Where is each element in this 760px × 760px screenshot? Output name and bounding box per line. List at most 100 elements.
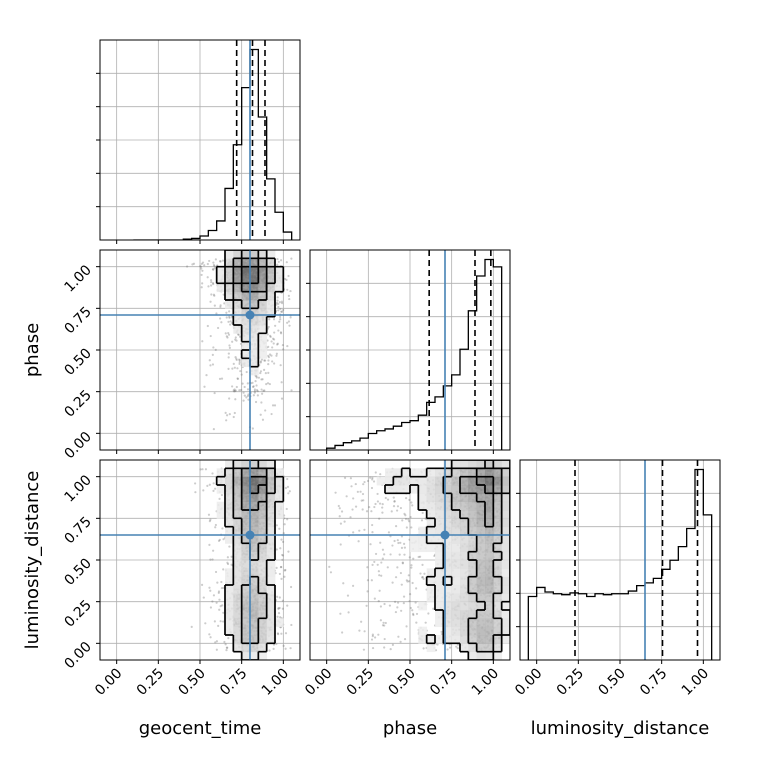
sample-point — [422, 647, 425, 650]
density-cell — [266, 518, 276, 528]
sample-point — [370, 510, 373, 513]
sample-point — [260, 388, 263, 391]
sample-point — [223, 302, 226, 305]
sample-point — [283, 575, 286, 578]
sample-point — [279, 331, 283, 334]
sample-point — [231, 340, 234, 343]
sample-point — [211, 363, 215, 366]
sample-point — [271, 360, 274, 363]
density-cell — [233, 291, 243, 301]
sample-point — [285, 278, 288, 281]
sample-point — [388, 604, 392, 607]
density-cell — [250, 350, 259, 359]
sample-point — [278, 301, 282, 304]
sample-point — [421, 576, 424, 579]
sample-point — [378, 589, 381, 592]
sample-point — [275, 303, 278, 306]
sample-point — [238, 361, 241, 364]
sample-point — [374, 636, 377, 639]
sample-point — [277, 611, 281, 615]
sample-point — [257, 376, 260, 379]
sample-point — [282, 308, 285, 312]
density-cell — [250, 526, 259, 536]
density-cell — [258, 275, 268, 284]
sample-point — [379, 619, 382, 622]
sample-point — [217, 590, 221, 593]
sample-point — [289, 316, 292, 319]
sample-point — [235, 385, 238, 389]
sample-point — [278, 320, 281, 323]
sample-point — [261, 378, 264, 381]
density-cell — [233, 610, 243, 619]
sample-point — [204, 468, 208, 471]
contour-level — [240, 265, 260, 285]
sample-point — [214, 258, 217, 261]
sample-point — [233, 388, 236, 391]
density-cell — [258, 651, 268, 660]
density-cell — [266, 258, 276, 268]
sample-point — [220, 580, 223, 584]
sample-point — [212, 293, 216, 296]
histogram-plot-area — [520, 460, 720, 660]
density-cell — [250, 635, 259, 644]
sample-point — [201, 282, 204, 285]
sample-point — [391, 581, 394, 584]
sample-point — [401, 519, 404, 522]
density-cell — [225, 501, 234, 511]
y-tick-label: 0.50 — [61, 556, 94, 589]
sample-point — [278, 572, 282, 576]
density-cell — [266, 618, 276, 628]
sample-point — [246, 382, 249, 385]
sample-point — [379, 541, 382, 544]
density-cell — [258, 341, 268, 351]
density-cell — [258, 576, 268, 586]
sample-point — [389, 648, 392, 651]
sample-point — [208, 543, 211, 546]
sample-point — [264, 359, 267, 362]
density-cell — [241, 283, 251, 293]
density-cell — [233, 526, 243, 536]
density-cell — [250, 610, 259, 619]
sample-point — [236, 377, 239, 380]
density-cell — [250, 510, 259, 519]
sample-point — [278, 596, 281, 599]
sample-point — [211, 472, 214, 475]
sample-point — [226, 561, 229, 564]
density-cell — [241, 526, 251, 536]
density-cell — [241, 601, 251, 611]
sample-point — [280, 538, 283, 541]
sample-point — [280, 310, 284, 313]
sample-point — [209, 284, 213, 287]
sample-point — [208, 519, 211, 523]
histogram-plot-area — [100, 40, 300, 240]
sample-point — [202, 489, 205, 492]
sample-point — [436, 643, 439, 646]
sample-point — [238, 359, 241, 362]
density-cell — [275, 476, 284, 486]
sample-point — [200, 583, 204, 586]
sample-point — [240, 388, 243, 392]
sample-point — [272, 342, 275, 345]
sample-point — [229, 323, 232, 326]
sample-point — [381, 624, 385, 627]
sample-point — [286, 344, 289, 348]
density-cell — [266, 250, 276, 259]
sample-point — [228, 316, 231, 319]
sample-point — [255, 376, 258, 379]
density-cell — [250, 291, 259, 301]
density-cell — [233, 593, 243, 603]
sample-point — [276, 343, 279, 346]
density-cell — [266, 543, 276, 553]
sample-point — [383, 624, 386, 627]
sample-point — [231, 385, 234, 388]
density-cell — [250, 266, 259, 276]
density-cell — [225, 610, 234, 619]
sample-point — [219, 620, 222, 623]
sample-point — [273, 338, 276, 341]
sample-point — [219, 317, 222, 320]
density-cell — [225, 250, 234, 259]
y-tick-label: 0.25 — [61, 387, 94, 420]
sample-point — [389, 553, 392, 556]
sample-point — [359, 490, 362, 493]
density-cell — [258, 551, 268, 561]
